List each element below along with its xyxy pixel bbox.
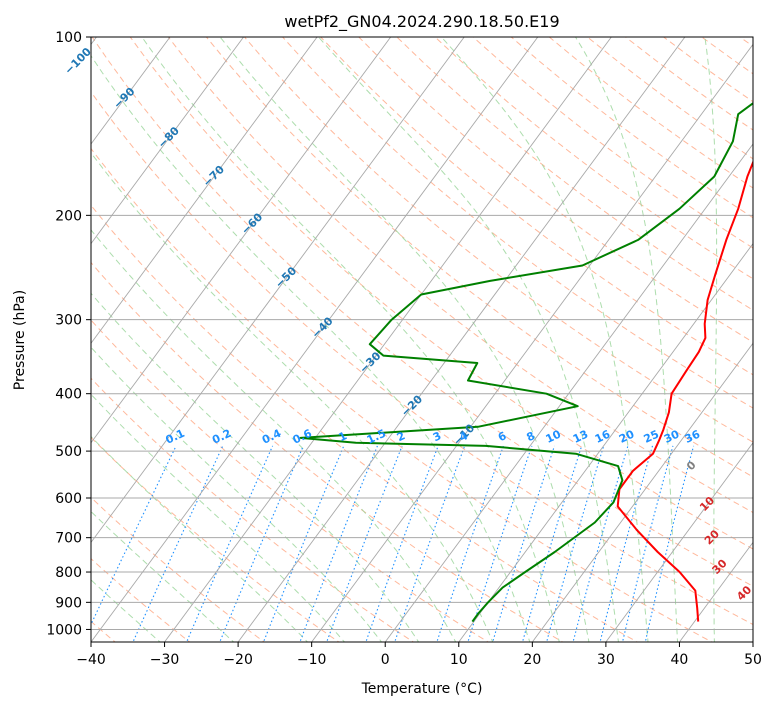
isotherm-line (384, 143, 753, 642)
isotherm-line (164, 37, 612, 642)
mixing-ratio-line (436, 445, 504, 642)
mixing-ratio-line (262, 445, 345, 642)
plot-frame (90, 36, 754, 643)
dry-adiabat-line (129, 37, 753, 550)
x-tick-label: 20 (523, 652, 541, 668)
x-tick-label: −10 (297, 652, 327, 668)
y-tick-label: 900 (55, 595, 82, 611)
y-axis-label: Pressure (hPa) (12, 290, 28, 390)
dewpoint-trace (299, 101, 753, 623)
mixing-ratio-line (599, 445, 654, 642)
isotherm-line (237, 37, 686, 642)
grid-layer (91, 37, 753, 642)
mixing-ratio-line (521, 445, 583, 642)
mixing-ratio-label: 20 (617, 427, 637, 445)
isotherm-line (752, 641, 753, 642)
mixing-ratio-label: 25 (642, 428, 661, 446)
x-tick-label: 40 (671, 652, 689, 668)
x-tick-label: −20 (223, 652, 253, 668)
y-tick-label: 700 (55, 531, 82, 547)
y-tick-label: 500 (55, 444, 82, 460)
mixing-ratio-line (299, 445, 378, 642)
isotherm-line (91, 37, 539, 642)
mixing-ratio-label: 13 (571, 428, 590, 446)
isotherm-line (458, 242, 753, 642)
moist-adiabat-line (91, 229, 457, 642)
chart-title: wetPf2_GN04.2024.290.18.50.E19 (284, 12, 559, 32)
plot-background (91, 37, 753, 642)
isotherm-line (605, 442, 753, 642)
moist-adiabat-line (91, 393, 346, 642)
dry-adiabat-line (282, 37, 753, 409)
dry-adiabat-line (167, 37, 753, 514)
series-layer (299, 101, 753, 623)
mixing-ratio-line (622, 445, 674, 642)
mixing-ratio-label: 30 (662, 427, 682, 445)
x-tick-label: 30 (597, 652, 615, 668)
y-tick-label: 400 (55, 387, 82, 403)
moist-adiabat-line (91, 152, 494, 642)
y-tick-label: 800 (55, 565, 82, 581)
dry-adiabat-line (91, 91, 753, 626)
mixing-ratio-label: 16 (593, 427, 613, 445)
y-tick-label: 1000 (46, 622, 82, 638)
mixing-ratio-line (546, 445, 605, 642)
x-tick-label: 0 (381, 652, 390, 668)
y-tick-label: 100 (55, 30, 82, 46)
mixing-ratio-line (572, 445, 629, 642)
mixing-ratio-label: 36 (683, 427, 703, 445)
temperature-trace (616, 159, 753, 622)
y-tick-label: 200 (55, 208, 82, 224)
x-tick-label: −30 (150, 652, 180, 668)
isotherm-line (91, 37, 318, 344)
x-tick-label: 50 (744, 652, 762, 668)
mixing-ratio-line (394, 445, 466, 642)
mixing-ratio-line (91, 445, 177, 626)
isotherm-line (91, 37, 392, 444)
isotherm-line (311, 43, 753, 642)
dry-adiabat-line (320, 37, 753, 376)
isotherm-line (91, 37, 465, 544)
isotherm-line (91, 37, 244, 245)
x-tick-label: −40 (76, 652, 106, 668)
y-tick-label: 300 (55, 313, 82, 329)
mixing-ratio-line (644, 445, 695, 642)
y-tick-label: 600 (55, 491, 82, 507)
dry-adiabat-line (244, 37, 753, 443)
x-tick-label: 10 (450, 652, 468, 668)
tick-layer: −40 −30 −20 −10 0 10 20 30 40 5010020030040050060… (46, 30, 762, 668)
x-axis-label: Temperature (°C) (361, 681, 483, 697)
isotherm-line (91, 37, 171, 145)
isotherm-label: −100 (62, 45, 94, 77)
isotherm-line (531, 342, 753, 642)
mixing-ratio-label: 10 (544, 427, 564, 445)
